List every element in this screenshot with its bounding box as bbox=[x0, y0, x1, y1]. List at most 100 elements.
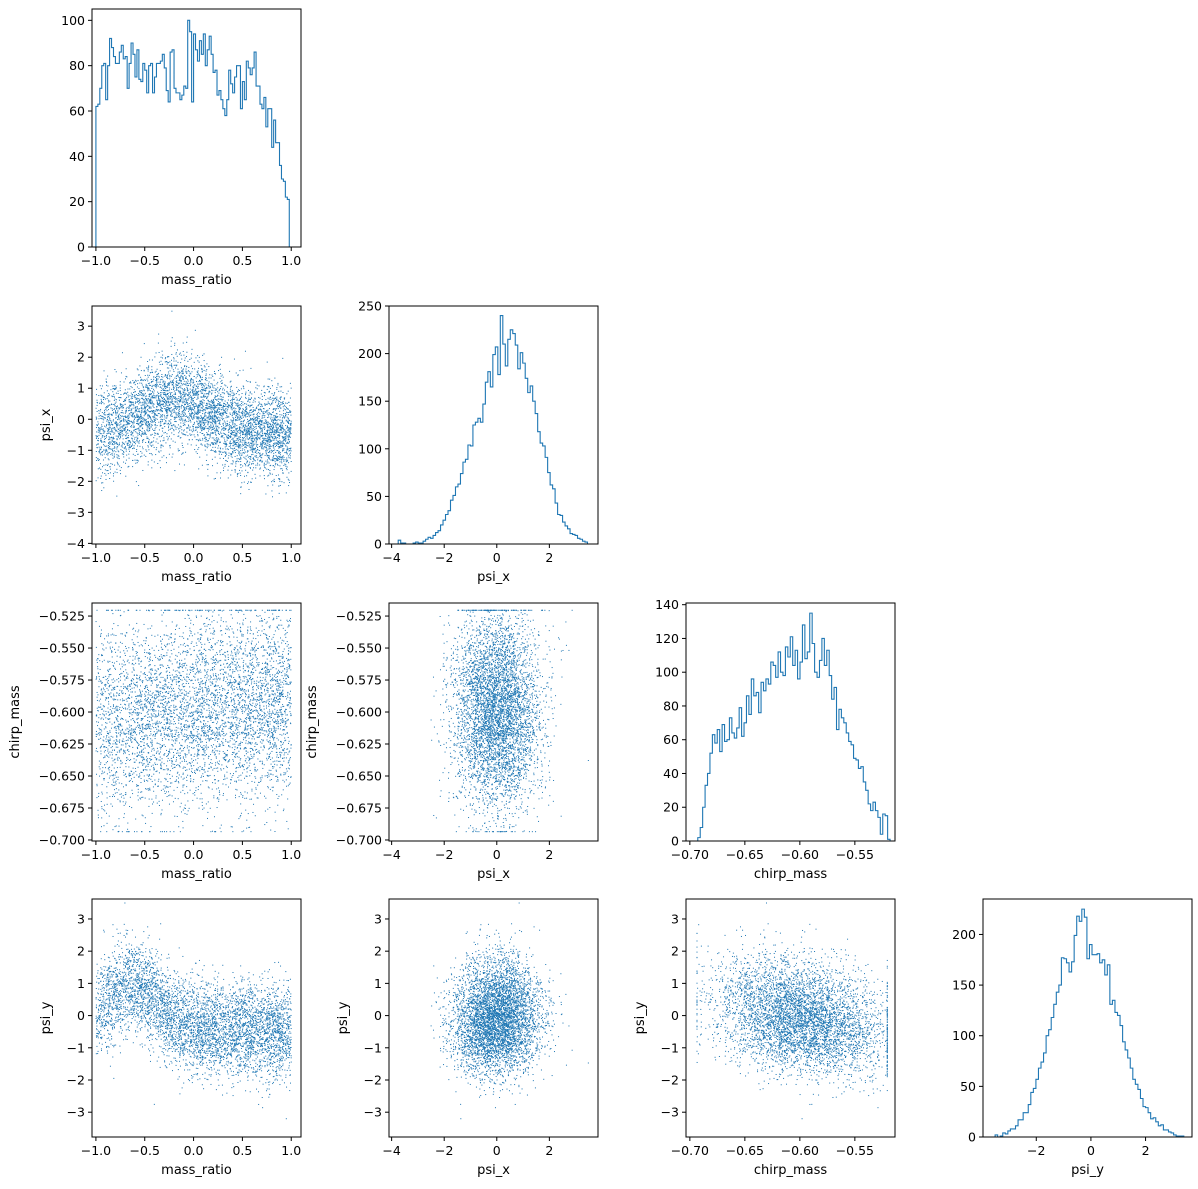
scatter-point bbox=[123, 400, 125, 402]
scatter-point bbox=[223, 411, 225, 413]
scatter-point bbox=[142, 446, 144, 448]
scatter-point bbox=[169, 401, 171, 403]
scatter-point bbox=[178, 449, 180, 451]
scatter-point bbox=[182, 452, 184, 454]
scatter-point bbox=[106, 470, 108, 472]
scatter-point bbox=[265, 433, 267, 435]
scatter-point bbox=[227, 449, 229, 451]
scatter-point bbox=[230, 436, 232, 438]
scatter-point bbox=[128, 399, 130, 401]
scatter-point bbox=[106, 428, 108, 430]
scatter-point bbox=[193, 430, 195, 432]
scatter-point bbox=[233, 425, 235, 427]
scatter-point bbox=[219, 451, 221, 453]
scatter-point bbox=[227, 405, 229, 407]
scatter-point bbox=[132, 416, 134, 418]
scatter-point bbox=[141, 433, 143, 435]
scatter-point bbox=[123, 430, 125, 432]
scatter-point bbox=[255, 456, 257, 458]
scatter-point bbox=[100, 468, 102, 470]
scatter-point bbox=[123, 381, 125, 383]
scatter-point bbox=[204, 422, 206, 424]
scatter-point bbox=[215, 412, 217, 414]
scatter-point bbox=[249, 398, 251, 400]
scatter-point bbox=[118, 428, 120, 430]
scatter-point bbox=[222, 396, 224, 398]
scatter-point bbox=[143, 430, 145, 432]
scatter-point bbox=[98, 412, 100, 414]
scatter-point bbox=[208, 394, 210, 396]
scatter-point bbox=[182, 422, 184, 424]
scatter-point bbox=[224, 400, 226, 402]
scatter-point bbox=[271, 459, 273, 461]
scatter-point bbox=[258, 423, 260, 425]
scatter-point bbox=[106, 449, 108, 451]
scatter-point bbox=[145, 385, 147, 387]
scatter-point bbox=[197, 412, 199, 414]
scatter-point bbox=[234, 424, 236, 426]
scatter-point bbox=[243, 424, 245, 426]
scatter-point bbox=[174, 425, 176, 427]
scatter-point bbox=[206, 408, 208, 410]
scatter-point bbox=[251, 419, 253, 421]
scatter-point bbox=[227, 392, 229, 394]
scatter-point bbox=[169, 447, 171, 449]
scatter-point bbox=[180, 397, 182, 399]
scatter-point bbox=[161, 410, 163, 412]
scatter-point bbox=[126, 406, 128, 408]
scatter-point bbox=[142, 387, 144, 389]
scatter-point bbox=[240, 458, 242, 460]
scatter-point bbox=[214, 405, 216, 407]
scatter-point bbox=[214, 421, 216, 423]
scatter-point bbox=[102, 430, 104, 432]
scatter-point bbox=[184, 418, 186, 420]
scatter-point bbox=[174, 441, 176, 443]
scatter-point bbox=[127, 414, 129, 416]
scatter-point bbox=[96, 431, 98, 433]
scatter-point bbox=[237, 429, 239, 431]
scatter-point bbox=[275, 400, 277, 402]
scatter-point bbox=[113, 399, 115, 401]
scatter-point bbox=[269, 423, 271, 425]
scatter-point bbox=[180, 377, 182, 379]
scatter-point bbox=[211, 437, 213, 439]
scatter-point bbox=[190, 401, 192, 403]
scatter-point bbox=[110, 420, 112, 422]
scatter-point bbox=[198, 425, 200, 427]
scatter-point bbox=[108, 439, 110, 441]
scatter-point bbox=[140, 378, 142, 380]
scatter-point bbox=[208, 385, 210, 387]
scatter-point bbox=[265, 421, 267, 423]
scatter-point bbox=[239, 439, 241, 441]
scatter-point bbox=[245, 411, 247, 413]
scatter-point bbox=[121, 446, 123, 448]
scatter-point bbox=[149, 399, 151, 401]
scatter-point bbox=[248, 432, 250, 434]
scatter-point bbox=[270, 432, 272, 434]
scatter-point bbox=[159, 383, 161, 385]
scatter-point bbox=[217, 404, 219, 406]
scatter-point bbox=[229, 425, 231, 427]
scatter-point bbox=[256, 388, 258, 390]
scatter-point bbox=[109, 431, 111, 433]
scatter-point bbox=[274, 446, 276, 448]
scatter-point bbox=[189, 414, 191, 416]
scatter-point bbox=[235, 445, 237, 447]
scatter-point bbox=[198, 416, 200, 418]
scatter-point bbox=[222, 451, 224, 453]
scatter-point bbox=[238, 409, 240, 411]
scatter-point bbox=[165, 390, 167, 392]
scatter-point bbox=[179, 390, 181, 392]
scatter-point bbox=[121, 429, 123, 431]
scatter-point bbox=[164, 408, 166, 410]
scatter-point bbox=[159, 395, 161, 397]
scatter-point bbox=[130, 445, 132, 447]
scatter-point bbox=[133, 426, 135, 428]
scatter-point bbox=[251, 436, 253, 437]
scatter-point bbox=[180, 419, 182, 421]
scatter-point bbox=[221, 429, 223, 431]
scatter-point bbox=[158, 436, 160, 438]
scatter-point bbox=[261, 448, 263, 450]
scatter-point bbox=[225, 428, 227, 430]
scatter-point bbox=[224, 427, 226, 429]
